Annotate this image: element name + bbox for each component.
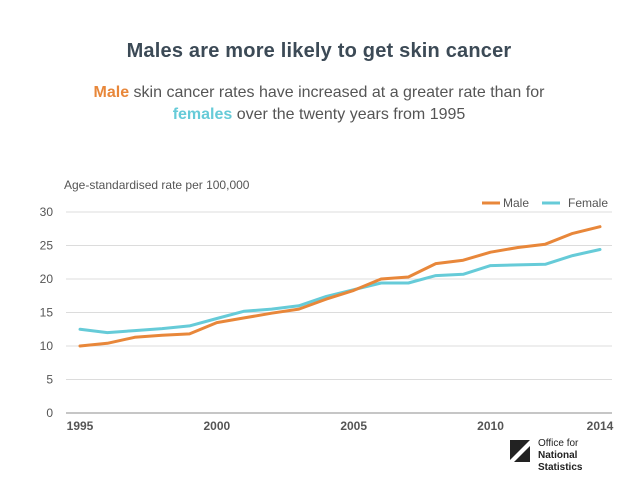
subtitle-part1: skin cancer rates have increased at a gr…: [129, 84, 545, 101]
y-tick-label: 20: [40, 272, 54, 286]
ons-logo: Office for National Statistics: [508, 436, 618, 473]
x-tick-labels: 1995 2000 2005 2010 2014: [67, 419, 614, 433]
gridlines: [66, 211, 612, 414]
x-tick-label: 2005: [340, 419, 367, 433]
y-tick-label: 0: [46, 406, 53, 420]
x-tick-label: 2000: [203, 419, 230, 433]
y-axis-label: Age-standardised rate per 100,000: [64, 178, 250, 192]
legend-label-female: Female: [568, 196, 608, 210]
y-tick-label: 30: [40, 205, 54, 219]
legend: Male Female: [482, 196, 608, 210]
logo-line2: National Statistics: [538, 450, 583, 473]
x-tick-label: 2014: [587, 419, 614, 433]
x-tick-label: 2010: [477, 419, 504, 433]
chart-subtitle: Male skin cancer rates have increased at…: [40, 82, 598, 126]
legend-label-male: Male: [503, 196, 529, 210]
logo-line1: Office for: [538, 438, 579, 449]
subtitle-part2: over the twenty years from 1995: [232, 106, 466, 123]
y-tick-label: 25: [40, 239, 54, 253]
y-tick-label: 5: [46, 373, 53, 387]
ons-logo-icon: [510, 440, 530, 462]
y-tick-labels: 0 5 10 15 20 25 30: [40, 205, 54, 420]
series-line-female: [78, 248, 602, 335]
chart-title: Males are more likely to get skin cancer: [126, 40, 512, 62]
y-tick-label: 10: [40, 339, 54, 353]
series-line-male: [78, 225, 602, 348]
series-lines: [78, 225, 602, 348]
y-tick-label: 15: [40, 306, 54, 320]
x-tick-label: 1995: [67, 419, 94, 433]
subtitle-male-word: Male: [93, 84, 130, 101]
subtitle-female-word: females: [172, 106, 233, 123]
